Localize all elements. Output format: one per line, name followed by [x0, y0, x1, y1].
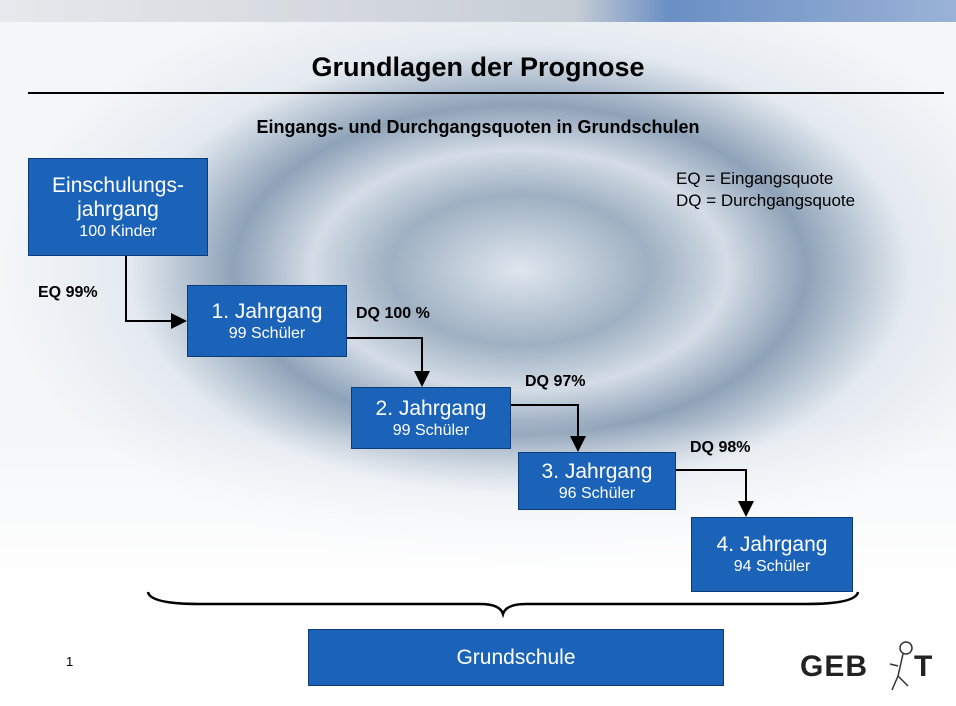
logo-text: GEB — [800, 650, 868, 684]
node-label: 1. Jahrgang — [188, 300, 346, 324]
node-sub: 99 Schüler — [352, 421, 510, 440]
brace — [148, 592, 858, 614]
connectors — [0, 0, 956, 706]
arrow — [347, 338, 422, 385]
edge-label: DQ 97% — [525, 373, 585, 391]
group-label: Grundschule — [309, 646, 723, 670]
node-label: Einschulungs- — [29, 174, 207, 198]
node: 3. Jahrgang 96 Schüler — [518, 452, 676, 510]
arrow — [126, 256, 185, 321]
logo-text: T — [914, 650, 932, 684]
node: 4. Jahrgang 94 Schüler — [691, 517, 853, 592]
edge-label: EQ 99% — [38, 284, 98, 302]
node-label: 4. Jahrgang — [692, 533, 852, 557]
page-number: 1 — [66, 654, 73, 669]
node: Einschulungs- jahrgang 100 Kinder — [28, 158, 208, 256]
edge-label: DQ 98% — [690, 439, 750, 457]
arrow — [511, 405, 578, 450]
node: 2. Jahrgang 99 Schüler — [351, 387, 511, 449]
node-sub: 99 Schüler — [188, 324, 346, 343]
node-sub: 94 Schüler — [692, 557, 852, 576]
slide: Grundlagen der Prognose Eingangs- und Du… — [0, 0, 956, 706]
node-label: jahrgang — [29, 198, 207, 222]
logo-figure — [890, 642, 912, 690]
group-box: Grundschule — [308, 629, 724, 686]
node-sub: 96 Schüler — [519, 484, 675, 503]
node-label: 3. Jahrgang — [519, 460, 675, 484]
node: 1. Jahrgang 99 Schüler — [187, 285, 347, 357]
node-sub: 100 Kinder — [29, 222, 207, 241]
arrow — [676, 470, 746, 515]
edge-label: DQ 100 % — [356, 305, 430, 323]
node-label: 2. Jahrgang — [352, 397, 510, 421]
